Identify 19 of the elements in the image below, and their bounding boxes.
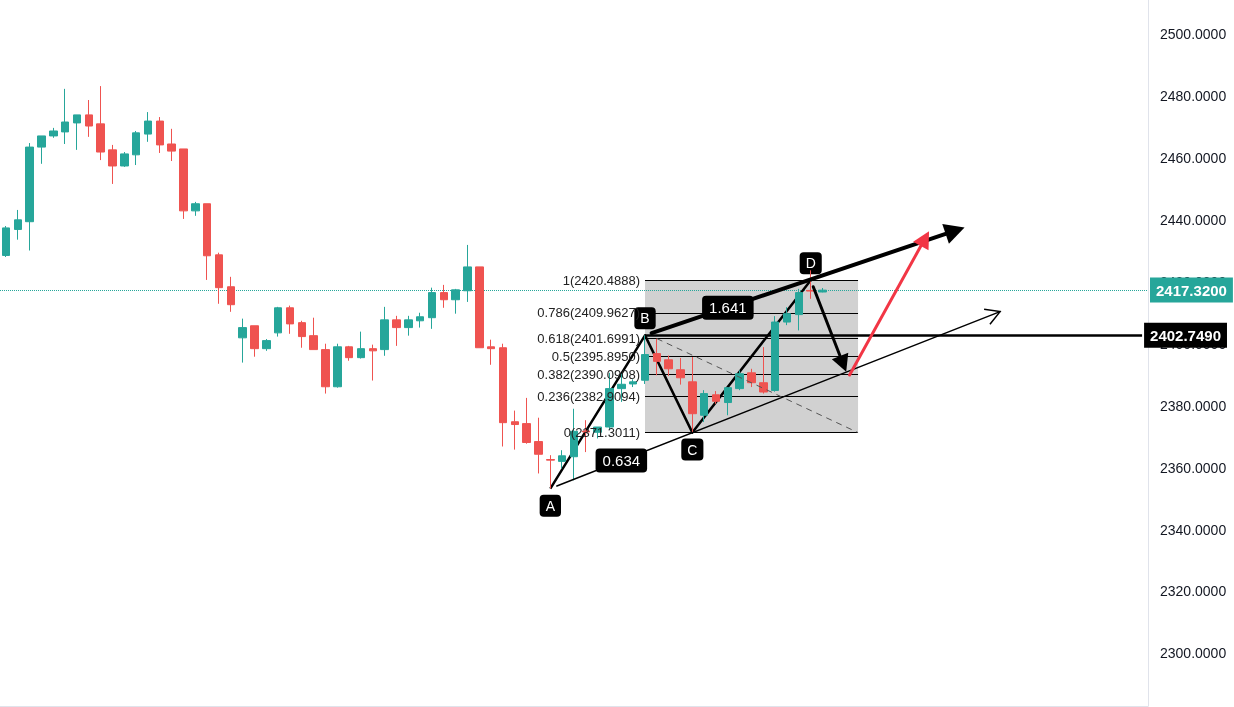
annotation: 0.634 (602, 452, 641, 470)
ref-line-label: 0.618(2401.6991) (537, 330, 641, 346)
y-tick-label: 2460.0000 (1160, 149, 1227, 166)
y-tick-label: 2320.0000 (1160, 583, 1227, 600)
y-tick-label: 2340.0000 (1160, 521, 1227, 538)
y-tick-label: 2480.0000 (1160, 87, 1227, 104)
y-tick-label: 2500.0000 (1160, 26, 1227, 43)
y-tick-label: 2440.0000 (1160, 211, 1227, 228)
ref-line-label: 2402.7490 (1150, 326, 1221, 344)
y-tick-label: 2360.0000 (1160, 459, 1227, 476)
data-label: C (687, 441, 698, 458)
y-tick-label: 2300.0000 (1160, 645, 1227, 662)
data-label: D (805, 255, 816, 272)
data-label: A (545, 497, 556, 514)
y-tick-label: 2380.0000 (1160, 397, 1227, 414)
data-label: B (640, 310, 650, 327)
ref-line-label: 2417.3200 (1156, 281, 1227, 299)
annotation: 1.641 (709, 299, 747, 317)
ref-line-label: 1(2420.4888) (562, 272, 641, 288)
